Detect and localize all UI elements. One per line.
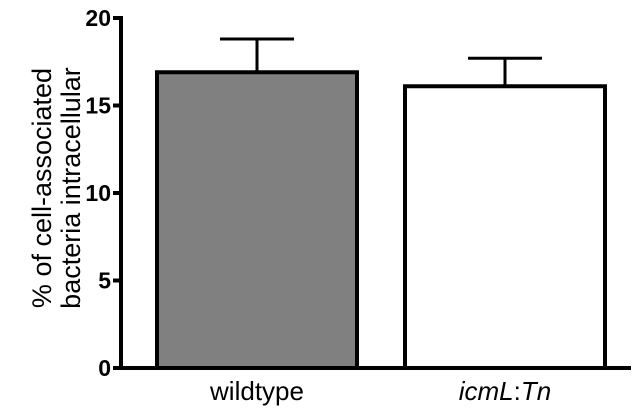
labels-layer: wildtype icmL:Tn 0 5 10 15 20 — [85, 5, 551, 406]
y-tick-label-15: 15 — [85, 93, 111, 119]
y-tick-label-5: 5 — [98, 268, 111, 294]
bars-layer — [155, 37, 607, 370]
y-axis-title: % of cell-associated bacteria intracellu… — [27, 67, 86, 309]
y-axis-title-line-1: % of cell-associated — [27, 68, 57, 308]
axes-layer — [113, 16, 631, 370]
y-tick-label-0: 0 — [98, 355, 111, 381]
x-tick-label-1: wildtype — [209, 376, 304, 406]
y-tick-label-10: 10 — [85, 180, 111, 206]
y-axis-title-line-2: bacteria intracellular — [56, 67, 86, 309]
bar-2 — [403, 84, 607, 370]
x-tick-label-2: icmL:Tn — [459, 376, 551, 406]
y-tick-label-20: 20 — [85, 5, 111, 31]
bar-1 — [155, 70, 359, 370]
